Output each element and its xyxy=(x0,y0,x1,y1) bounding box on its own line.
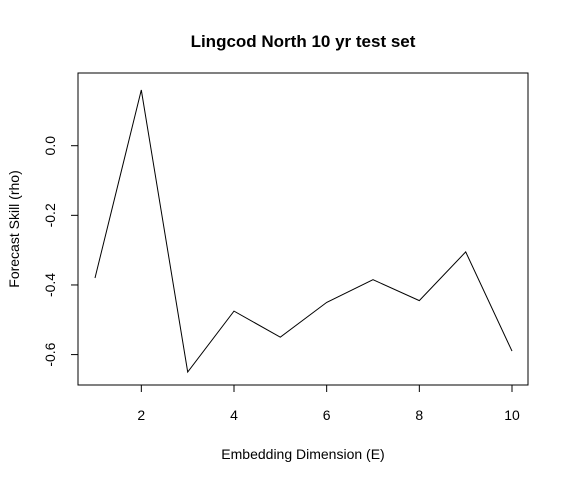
y-tick-label: -0.6 xyxy=(42,342,58,366)
y-axis-label: Forecast Skill (rho) xyxy=(6,170,22,287)
x-tick-label: 8 xyxy=(415,407,423,423)
x-tick-label: 2 xyxy=(137,407,145,423)
x-axis-label: Embedding Dimension (E) xyxy=(221,446,384,462)
x-tick-label: 4 xyxy=(230,407,238,423)
x-tick-label: 10 xyxy=(504,407,520,423)
chart-title: Lingcod North 10 yr test set xyxy=(191,32,416,51)
y-tick-label: -0.4 xyxy=(42,273,58,297)
y-axis: -0.6 -0.4 -0.2 0.0 xyxy=(42,136,79,367)
plot-frame xyxy=(77,72,529,386)
series-group xyxy=(94,89,513,374)
x-tick-label: 6 xyxy=(323,407,331,423)
series-line xyxy=(94,89,513,374)
x-axis: 2 4 6 8 10 xyxy=(137,384,520,423)
y-tick-label: -0.2 xyxy=(42,203,58,227)
y-tick-label: 0.0 xyxy=(42,136,58,156)
